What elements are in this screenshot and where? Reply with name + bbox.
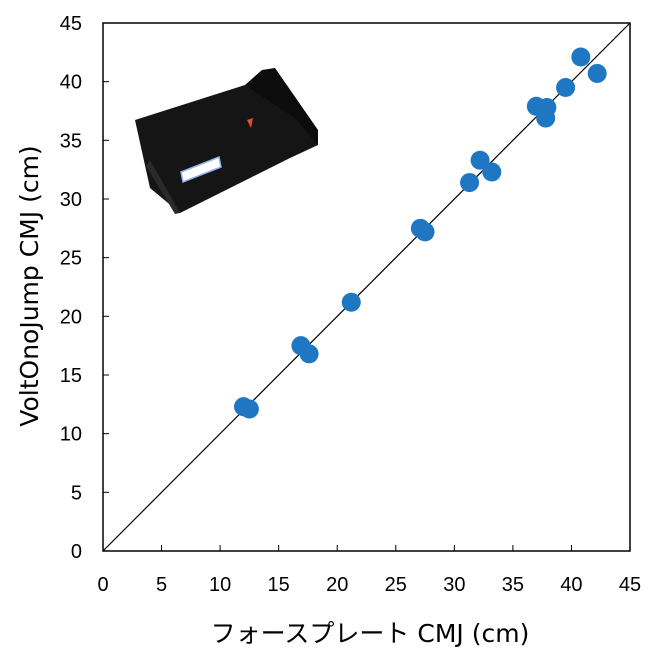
y-tick-label: 40: [60, 72, 82, 94]
x-tick-label: 20: [326, 574, 348, 596]
x-tick-label: 45: [619, 574, 641, 596]
y-tick-label: 30: [60, 189, 82, 211]
data-point: [415, 222, 435, 242]
x-tick-label: 30: [443, 574, 465, 596]
x-tick-label: 35: [502, 574, 524, 596]
x-tick-label: 15: [268, 574, 290, 596]
data-point: [587, 63, 607, 83]
y-tick-label: 10: [60, 424, 82, 446]
tick-labels: 0 5 10 15 20 25 30 35 40 45 0 5 10 15 20 25 30 35 40 45: [60, 13, 641, 596]
y-tick-label: 5: [71, 482, 82, 504]
data-point: [460, 173, 480, 193]
data-point: [341, 292, 361, 312]
x-tick-label: 25: [385, 574, 407, 596]
y-tick-label: 25: [60, 248, 82, 270]
data-point: [239, 399, 259, 419]
data-point: [537, 97, 557, 117]
x-axis-title: フォースプレート CMJ (cm): [211, 619, 530, 648]
y-axis-title: VoltOnoJump CMJ (cm): [15, 145, 44, 426]
x-tick-label: 10: [209, 574, 231, 596]
y-tick-label: 15: [60, 365, 82, 387]
data-point: [556, 78, 576, 98]
y-tick-label: 45: [60, 13, 82, 35]
y-tick-label: 0: [71, 541, 82, 563]
device-photo: [135, 68, 318, 214]
data-point: [299, 344, 319, 364]
data-points: [234, 47, 607, 419]
data-point: [482, 162, 502, 182]
x-tick-label: 0: [97, 574, 108, 596]
plot-frame: [102, 22, 631, 552]
x-tick-label: 40: [560, 574, 582, 596]
y-tick-label: 35: [60, 130, 82, 152]
data-point: [470, 150, 490, 170]
data-point: [571, 47, 591, 67]
axes: [102, 22, 631, 552]
y-tick-label: 20: [60, 306, 82, 328]
x-tick-label: 5: [156, 574, 167, 596]
